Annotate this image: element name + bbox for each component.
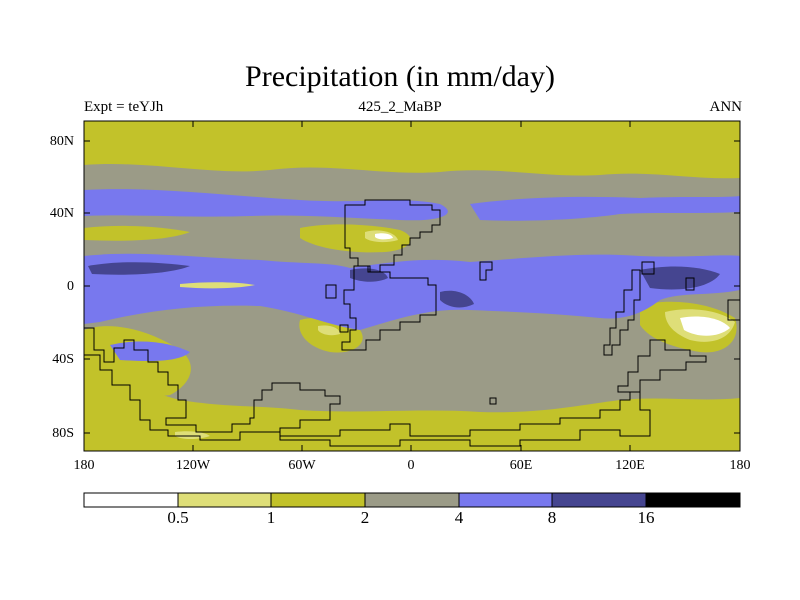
field-below-0-5-na bbox=[375, 233, 393, 240]
lat-tick-40s: 40S bbox=[52, 352, 74, 367]
colorbar-frame bbox=[83, 492, 741, 508]
field-0-5-1-itcz bbox=[180, 282, 255, 289]
lat-tick-0: 0 bbox=[67, 279, 74, 294]
field-0-5-1-africa bbox=[318, 325, 340, 336]
field-8-16-africa bbox=[440, 290, 474, 308]
field-1-2-south-band bbox=[84, 340, 740, 451]
field-8-16-indonesia bbox=[640, 266, 720, 290]
lat-tick-80s: 80S bbox=[52, 426, 74, 441]
colorbar-box-3 bbox=[364, 492, 460, 508]
coastline-africa bbox=[479, 261, 493, 281]
colorbar-box-5 bbox=[551, 492, 647, 508]
colorbar-box-4 bbox=[458, 492, 553, 508]
period-label: 425_2_MaBP bbox=[358, 99, 442, 115]
coastline-small-islands bbox=[339, 324, 497, 405]
lat-tick-40n: 40N bbox=[49, 206, 74, 221]
field-below-0-5-aus bbox=[680, 316, 730, 336]
field-1-2-west-sub bbox=[84, 225, 190, 241]
colorbar-box-1 bbox=[177, 492, 272, 508]
lon-tick-180w: 180 bbox=[73, 458, 95, 473]
coastline-west-south bbox=[84, 327, 651, 447]
colorbar-label-1: 1 bbox=[266, 508, 276, 527]
colorbar-label-16: 16 bbox=[637, 508, 655, 527]
field-4-8-north bbox=[84, 189, 448, 221]
field-4-8-north-east bbox=[470, 196, 740, 221]
colorbar-box-2 bbox=[270, 492, 366, 508]
coastline-south-america bbox=[325, 265, 437, 351]
lat-tick-80n: 80N bbox=[49, 134, 74, 149]
colorbar bbox=[83, 492, 741, 508]
colorbar-label-8: 8 bbox=[547, 508, 557, 527]
lon-tick-60w: 60W bbox=[288, 458, 316, 473]
colorbar-label-2: 2 bbox=[360, 508, 370, 527]
lon-tick-60e: 60E bbox=[509, 458, 533, 473]
axis-ticks bbox=[84, 121, 740, 451]
field-4-8-tropics bbox=[84, 253, 740, 330]
colorbar-box-0 bbox=[83, 492, 179, 508]
lon-tick-0: 0 bbox=[407, 458, 415, 473]
coastline-asia-australia bbox=[603, 261, 741, 356]
colorbar-box-6 bbox=[645, 492, 741, 508]
colorbar-label-0-5: 0.5 bbox=[167, 508, 189, 527]
lon-tick-120w: 120W bbox=[175, 458, 211, 473]
coastlines bbox=[84, 199, 741, 447]
colorbar-label-4: 4 bbox=[454, 508, 464, 527]
lon-tick-180e: 180 bbox=[729, 458, 751, 473]
season-label: ANN bbox=[709, 99, 743, 115]
coastline-east-australia bbox=[617, 339, 707, 393]
experiment-label: Expt = teYJh bbox=[84, 99, 164, 115]
field-8-16-pacific bbox=[88, 262, 190, 275]
lon-tick-120e: 120E bbox=[615, 458, 645, 473]
coastline-north-america bbox=[344, 199, 441, 273]
field-4-8-south bbox=[110, 341, 190, 362]
plot-title: Precipitation (in mm/day) bbox=[245, 60, 555, 93]
field-0-5-1-south bbox=[175, 431, 210, 439]
field-1-2-north-band bbox=[84, 121, 740, 179]
precip-field bbox=[84, 121, 740, 451]
